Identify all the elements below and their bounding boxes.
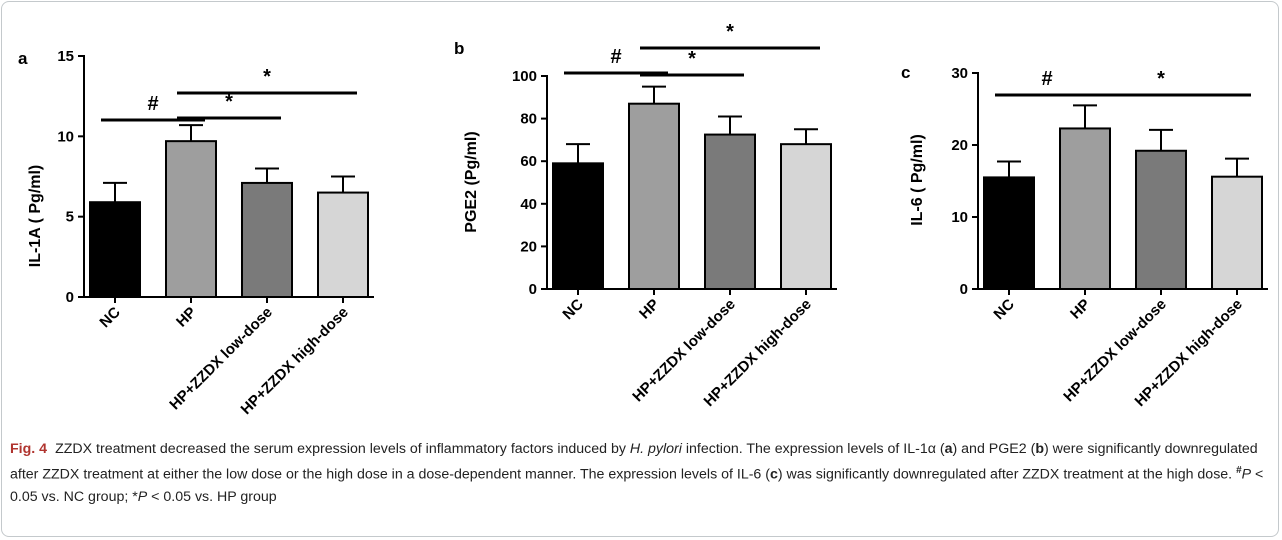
panel-b-ylabel: PGE2 (Pg/ml) bbox=[463, 131, 480, 232]
y-tick-label: 30 bbox=[951, 65, 968, 82]
significance-label: * bbox=[688, 48, 696, 70]
caption-text-1: ZZDX treatment decreased the serum expre… bbox=[55, 441, 630, 457]
bar-nc bbox=[552, 162, 604, 290]
caption-fig-label: Fig. 4 bbox=[10, 441, 48, 457]
caption-hash-sup: # bbox=[1236, 465, 1242, 476]
significance-label: * bbox=[726, 21, 734, 43]
bar-hp bbox=[628, 102, 680, 290]
y-tick-label: 0 bbox=[529, 281, 537, 298]
y-tick-label: 5 bbox=[66, 209, 74, 226]
caption-bold-b: b bbox=[1035, 441, 1044, 457]
caption-p-2: P bbox=[137, 488, 148, 505]
caption-text-4: ) were significantly downregulated after… bbox=[10, 441, 1258, 483]
y-tick-label: 40 bbox=[520, 196, 537, 213]
bar-hp-zzdx-low-dose bbox=[1135, 149, 1187, 290]
panel-c-letter: c bbox=[901, 63, 910, 82]
significance-label: # bbox=[1041, 68, 1052, 90]
caption-text-2: infection. The expression levels of IL-1… bbox=[681, 441, 945, 457]
y-tick-label: 0 bbox=[960, 281, 968, 298]
bar-hp-zzdx-low-dose bbox=[704, 133, 756, 290]
caption-italic-species: H. pylori bbox=[629, 441, 682, 457]
caption-bold-a: a bbox=[944, 441, 953, 457]
bar-hp bbox=[1059, 127, 1111, 290]
y-tick-label: 80 bbox=[520, 111, 537, 128]
panel-a-letter: a bbox=[18, 49, 28, 68]
caption-p-1: P bbox=[1241, 466, 1252, 483]
bar-nc bbox=[983, 176, 1035, 290]
caption-text-5: ) was significantly downregulated after … bbox=[777, 466, 1237, 483]
y-tick-label: 15 bbox=[57, 48, 74, 65]
x-category-label: NC bbox=[559, 296, 586, 323]
caption-text-6: < 0.05 vs. NC group; * bbox=[10, 466, 1264, 505]
significance-label: # bbox=[147, 93, 158, 115]
x-category-label: HP bbox=[1067, 296, 1094, 323]
x-category-label: HP bbox=[636, 296, 663, 323]
caption-text-7: < 0.05 vs. HP group bbox=[147, 488, 277, 505]
y-tick-label: 60 bbox=[520, 153, 537, 170]
bar-hp-zzdx-high-dose bbox=[1211, 175, 1263, 290]
x-category-label: NC bbox=[990, 296, 1017, 323]
panel-a-ylabel: IL-1A ( Pg/ml) bbox=[27, 165, 44, 268]
bar-hp-zzdx-high-dose bbox=[780, 143, 832, 290]
bar-hp-zzdx-low-dose bbox=[241, 181, 293, 298]
bar-nc bbox=[89, 201, 141, 298]
y-tick-label: 20 bbox=[520, 238, 537, 255]
significance-label: # bbox=[610, 46, 621, 68]
y-tick-label: 10 bbox=[951, 209, 968, 226]
figure-caption: Fig. 4 ZZDX treatment decreased the serum… bbox=[10, 438, 1272, 508]
y-tick-label: 20 bbox=[951, 137, 968, 154]
significance-label: * bbox=[225, 91, 233, 113]
caption-text-3: ) and PGE2 ( bbox=[952, 441, 1036, 457]
x-category-label: NC bbox=[96, 304, 123, 331]
significance-label: * bbox=[263, 66, 271, 88]
significance-label: * bbox=[1157, 68, 1165, 90]
y-tick-label: 100 bbox=[512, 68, 537, 85]
y-tick-label: 10 bbox=[57, 128, 74, 145]
y-tick-label: 0 bbox=[66, 289, 74, 306]
bar-hp bbox=[165, 140, 217, 298]
caption-bold-c: c bbox=[770, 466, 778, 483]
panel-b-letter: b bbox=[454, 39, 464, 58]
bar-hp-zzdx-high-dose bbox=[317, 191, 369, 298]
panel-c-ylabel: IL-6 ( Pg/ml) bbox=[909, 134, 926, 226]
x-category-label: HP bbox=[173, 304, 200, 331]
